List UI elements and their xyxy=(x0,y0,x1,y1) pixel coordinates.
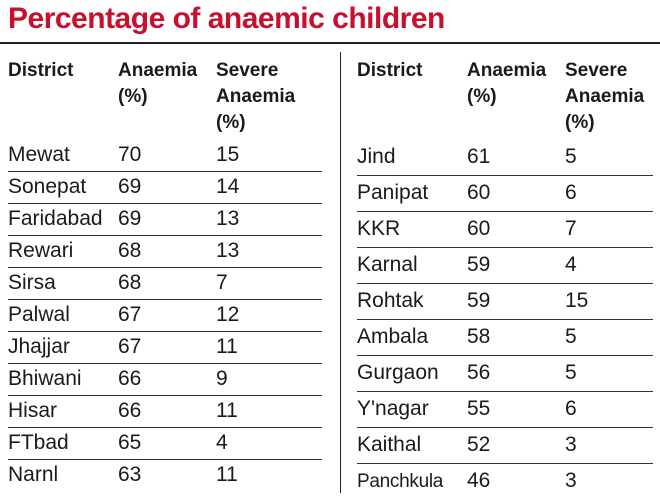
cell-district: Hisar xyxy=(8,399,58,422)
cell-district: Palwal xyxy=(8,303,70,326)
header-severe-anaemia: Severe Anaemia (%) xyxy=(565,60,645,133)
cell-district: Narnl xyxy=(8,463,59,486)
cell-severe-anaemia: 4 xyxy=(216,431,228,454)
header-district: District xyxy=(8,60,74,81)
cell-anaemia: 66 xyxy=(118,399,142,422)
cell-district: Faridabad xyxy=(8,207,103,230)
table-row: Gurgaon 56 5 xyxy=(357,356,653,392)
cell-anaemia: 56 xyxy=(467,361,491,384)
cell-severe-anaemia: 14 xyxy=(216,175,240,198)
cell-anaemia: 59 xyxy=(467,289,491,312)
cell-anaemia: 68 xyxy=(118,239,142,262)
cell-district: Jhajjar xyxy=(8,335,70,358)
cell-severe-anaemia: 3 xyxy=(565,469,577,492)
cell-severe-anaemia: 3 xyxy=(565,433,577,456)
cell-severe-anaemia: 7 xyxy=(565,217,577,240)
table-row: KKR 60 7 xyxy=(357,212,653,248)
left-table: District Anaemia (%) Severe Anaemia (%) … xyxy=(8,58,322,491)
cell-severe-anaemia: 6 xyxy=(565,181,577,204)
page-title: Percentage of anaemic children xyxy=(8,2,445,35)
table-row: Karnal 59 4 xyxy=(357,248,653,284)
cell-district: Ambala xyxy=(357,325,429,348)
table-row: Y'nagar 55 6 xyxy=(357,392,653,428)
cell-severe-anaemia: 9 xyxy=(216,367,228,390)
header-district: District xyxy=(357,60,423,81)
cell-anaemia: 69 xyxy=(118,175,142,198)
cell-anaemia: 58 xyxy=(467,325,491,348)
cell-district: Sonepat xyxy=(8,175,87,198)
table-row: Sonepat 69 14 xyxy=(8,172,322,204)
table-row: Rewari 68 13 xyxy=(8,236,322,268)
cell-severe-anaemia: 4 xyxy=(565,253,577,276)
cell-district: Jind xyxy=(357,145,396,168)
table-row: Ambala 58 5 xyxy=(357,320,653,356)
cell-anaemia: 65 xyxy=(118,431,142,454)
cell-anaemia: 60 xyxy=(467,217,491,240)
cell-anaemia: 61 xyxy=(467,145,491,168)
cell-severe-anaemia: 12 xyxy=(216,303,240,326)
cell-anaemia: 68 xyxy=(118,271,142,294)
right-table: District Anaemia (%) Severe Anaemia (%) … xyxy=(357,58,653,499)
cell-severe-anaemia: 13 xyxy=(216,239,240,262)
cell-district: Gurgaon xyxy=(357,361,439,384)
cell-severe-anaemia: 5 xyxy=(565,325,577,348)
cell-district: Sirsa xyxy=(8,271,56,294)
table-row: FTbad 65 4 xyxy=(8,428,322,460)
cell-severe-anaemia: 15 xyxy=(216,143,240,166)
cell-anaemia: 59 xyxy=(467,253,491,276)
cell-district: Kaithal xyxy=(357,433,422,456)
cell-severe-anaemia: 15 xyxy=(565,289,589,312)
header-anaemia: Anaemia (%) xyxy=(118,60,198,107)
table-row: Kaithal 52 3 xyxy=(357,428,653,464)
cell-anaemia: 55 xyxy=(467,397,491,420)
table-row: Sirsa 68 7 xyxy=(8,268,322,300)
table-row: Rohtak 59 15 xyxy=(357,284,653,320)
table-row: Narnl 63 11 xyxy=(8,460,322,491)
cell-anaemia: 63 xyxy=(118,463,142,486)
table-row: Palwal 67 12 xyxy=(8,300,322,332)
cell-severe-anaemia: 6 xyxy=(565,397,577,420)
cell-anaemia: 70 xyxy=(118,143,142,166)
cell-severe-anaemia: 11 xyxy=(216,335,238,358)
cell-anaemia: 67 xyxy=(118,303,142,326)
cell-anaemia: 46 xyxy=(467,469,491,492)
table-row: Mewat 70 15 xyxy=(8,140,322,172)
cell-district: KKR xyxy=(357,217,401,240)
cell-anaemia: 67 xyxy=(118,335,142,358)
header-anaemia: Anaemia (%) xyxy=(467,60,547,107)
title-rule xyxy=(0,42,660,44)
header-severe-anaemia: Severe Anaemia (%) xyxy=(216,60,296,133)
table-row: Jind 61 5 xyxy=(357,140,653,176)
table-row: Jhajjar 67 11 xyxy=(8,332,322,364)
table-row: Faridabad 69 13 xyxy=(8,204,322,236)
cell-severe-anaemia: 11 xyxy=(216,399,238,422)
cell-severe-anaemia: 5 xyxy=(565,361,577,384)
left-table-header: District Anaemia (%) Severe Anaemia (%) xyxy=(8,58,322,140)
cell-district: Y'nagar xyxy=(357,397,429,420)
cell-anaemia: 60 xyxy=(467,181,491,204)
cell-anaemia: 66 xyxy=(118,367,142,390)
cell-district: Mewat xyxy=(8,143,70,166)
cell-district: Rewari xyxy=(8,239,74,262)
cell-severe-anaemia: 7 xyxy=(216,271,228,294)
cell-district: Panipat xyxy=(357,181,429,204)
table-row: Panipat 60 6 xyxy=(357,176,653,212)
table-row: Bhiwani 66 9 xyxy=(8,364,322,396)
column-divider xyxy=(340,52,341,493)
cell-district: Rohtak xyxy=(357,289,424,312)
table-row: Hisar 66 11 xyxy=(8,396,322,428)
cell-severe-anaemia: 13 xyxy=(216,207,240,230)
cell-anaemia: 52 xyxy=(467,433,491,456)
cell-anaemia: 69 xyxy=(118,207,142,230)
cell-severe-anaemia: 5 xyxy=(565,145,577,168)
cell-severe-anaemia: 11 xyxy=(216,463,238,486)
cell-district: FTbad xyxy=(8,431,69,454)
cell-district: Karnal xyxy=(357,253,418,276)
cell-district: Panchkula xyxy=(357,471,444,492)
table-row: Panchkula 46 3 xyxy=(357,464,653,499)
cell-district: Bhiwani xyxy=(8,367,82,390)
right-table-header: District Anaemia (%) Severe Anaemia (%) xyxy=(357,58,653,140)
